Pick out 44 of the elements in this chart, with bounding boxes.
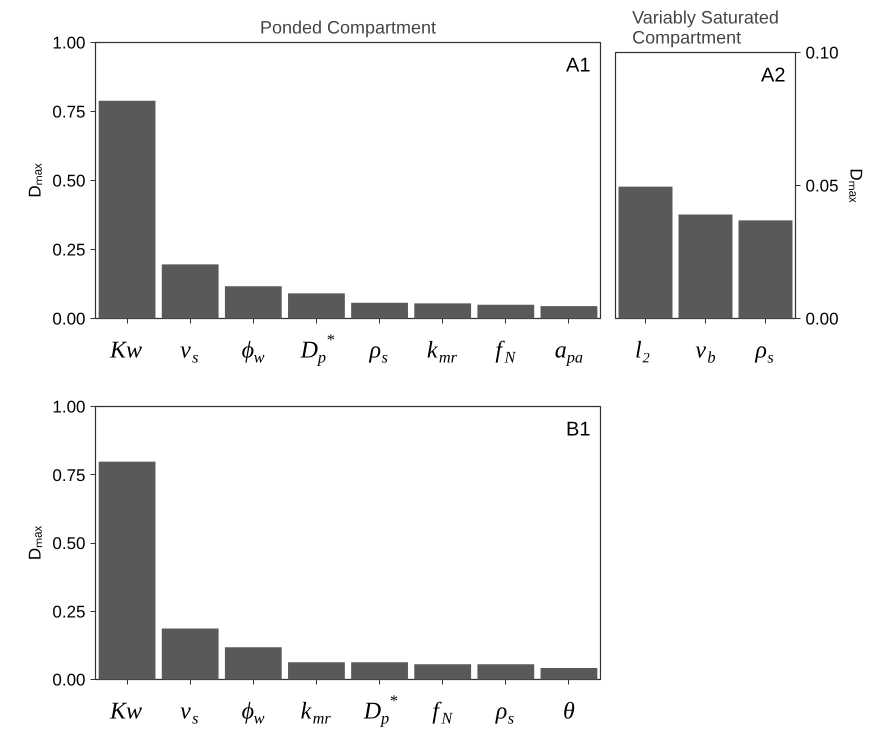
annotation: B1 bbox=[566, 418, 591, 440]
y2-axis-title: Dₘₐₓ bbox=[846, 168, 866, 204]
y-tick-label: 1.00 bbox=[52, 398, 86, 416]
bar bbox=[540, 668, 598, 680]
bar bbox=[678, 214, 732, 318]
x-tick-label: Kw bbox=[109, 338, 142, 364]
bar bbox=[414, 664, 472, 680]
bar bbox=[162, 264, 219, 318]
bar bbox=[618, 186, 672, 318]
bar bbox=[477, 664, 534, 680]
bar bbox=[224, 286, 282, 318]
bar bbox=[414, 303, 472, 318]
annotation: A1 bbox=[566, 54, 591, 76]
bar bbox=[98, 462, 156, 680]
y-tick-label: 0.75 bbox=[52, 466, 86, 485]
bar bbox=[351, 662, 408, 680]
x-tick-label: Kw bbox=[109, 698, 142, 724]
y2-tick-label: 0.00 bbox=[806, 310, 839, 328]
annotation: A2 bbox=[761, 64, 786, 86]
y-tick-label: 0.75 bbox=[52, 102, 86, 122]
y-tick-label: 0.25 bbox=[52, 240, 86, 260]
chart-title: Ponded Compartment bbox=[260, 18, 436, 38]
bar bbox=[288, 293, 345, 318]
bar bbox=[224, 647, 282, 680]
bar bbox=[477, 304, 534, 318]
bar bbox=[540, 306, 598, 318]
y-axis-title: Dₘₐₓ bbox=[25, 162, 44, 198]
y-tick-label: 0.00 bbox=[52, 670, 86, 690]
x-tick-label: l₂ bbox=[634, 338, 650, 364]
bar bbox=[351, 302, 408, 318]
x-tick-label: θ bbox=[562, 698, 575, 724]
bar bbox=[162, 628, 219, 680]
bar bbox=[98, 100, 156, 318]
y-tick-label: 0.50 bbox=[52, 172, 86, 190]
y-tick-label: 0.00 bbox=[52, 310, 86, 328]
y-tick-label: 0.25 bbox=[52, 602, 86, 622]
y2-tick-label: 0.05 bbox=[806, 176, 839, 196]
bar bbox=[738, 220, 792, 318]
y-tick-label: 1.00 bbox=[52, 34, 86, 52]
chart-title: Variably Saturated Compartment bbox=[632, 8, 779, 48]
y-tick-label: 0.50 bbox=[52, 534, 86, 553]
bar bbox=[288, 662, 345, 680]
y2-tick-label: 0.10 bbox=[806, 44, 839, 62]
y-axis-title: Dₘₐₓ bbox=[25, 525, 44, 560]
